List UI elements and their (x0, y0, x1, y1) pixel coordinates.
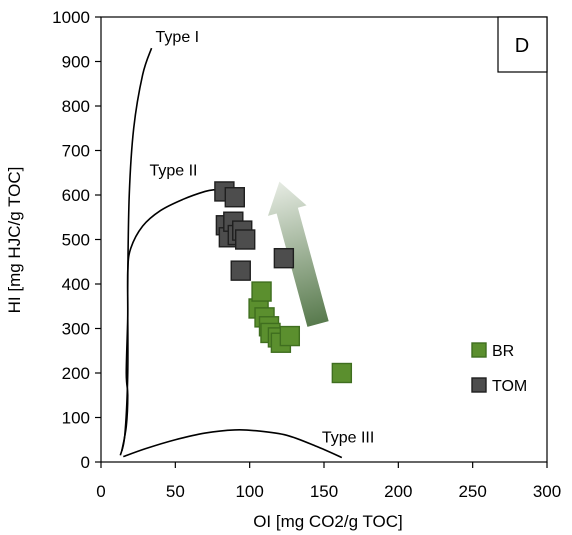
y-axis-title: HI [mg HJC/g TOC] (5, 167, 24, 314)
plot-frame (100, 16, 548, 463)
br-point (331, 362, 353, 384)
tom-point (273, 247, 295, 269)
x-tick-label: 300 (533, 482, 561, 501)
legend: BR TOM (471, 342, 527, 395)
kerogen-type-curves: Type I Type II Type III (119, 29, 374, 459)
trend-arrow (267, 181, 329, 327)
y-tick-label: 500 (62, 231, 90, 250)
type-iii-curve (123, 429, 343, 459)
x-tick-label: 100 (235, 482, 263, 501)
x-tick-label: 0 (96, 482, 105, 501)
plot-area (100, 16, 548, 463)
br-legend-swatch (471, 342, 487, 358)
y-tick-label: 1000 (52, 8, 90, 27)
tom-point (230, 260, 251, 281)
x-tick-label: 250 (458, 482, 486, 501)
type-ii-curve (121, 188, 216, 452)
y-tick-label: 600 (62, 186, 90, 205)
annotations (267, 181, 329, 327)
y-tick-label: 0 (81, 453, 90, 472)
tom-legend-label: TOM (492, 378, 527, 395)
type-i-curve (119, 47, 153, 456)
y-tick-label: 100 (62, 409, 90, 428)
x-tick-label: 200 (384, 482, 412, 501)
y-tick-label: 700 (62, 142, 90, 161)
panel-label: D (515, 35, 529, 57)
y-tick-label: 400 (62, 275, 90, 294)
type-iii-label: Type III (322, 430, 374, 447)
x-tick-label: 150 (310, 482, 338, 501)
y-tick-label: 800 (62, 97, 90, 116)
tom-legend-swatch (471, 377, 487, 393)
br-point (279, 325, 301, 347)
x-tick-label: 50 (166, 482, 185, 501)
y-axis-ticks: 0 100 200 300 400 500 600 700 800 900 1000 (52, 8, 101, 472)
data-points (214, 181, 353, 384)
type-i-label: Type I (156, 29, 200, 46)
x-axis-ticks: 0 50 100 150 200 250 300 (96, 462, 561, 501)
x-axis-title: OI [mg CO2/g TOC] (253, 512, 403, 531)
tom-point (224, 187, 246, 208)
br-point (251, 281, 272, 302)
y-tick-label: 200 (62, 364, 90, 383)
tom-point (235, 229, 256, 250)
type-ii-label: Type II (149, 163, 197, 180)
br-legend-label: BR (492, 343, 514, 360)
panel-label-box: D (497, 16, 548, 73)
panel-label-frame (497, 16, 548, 73)
y-tick-label: 900 (62, 53, 90, 72)
y-tick-label: 300 (62, 320, 90, 339)
